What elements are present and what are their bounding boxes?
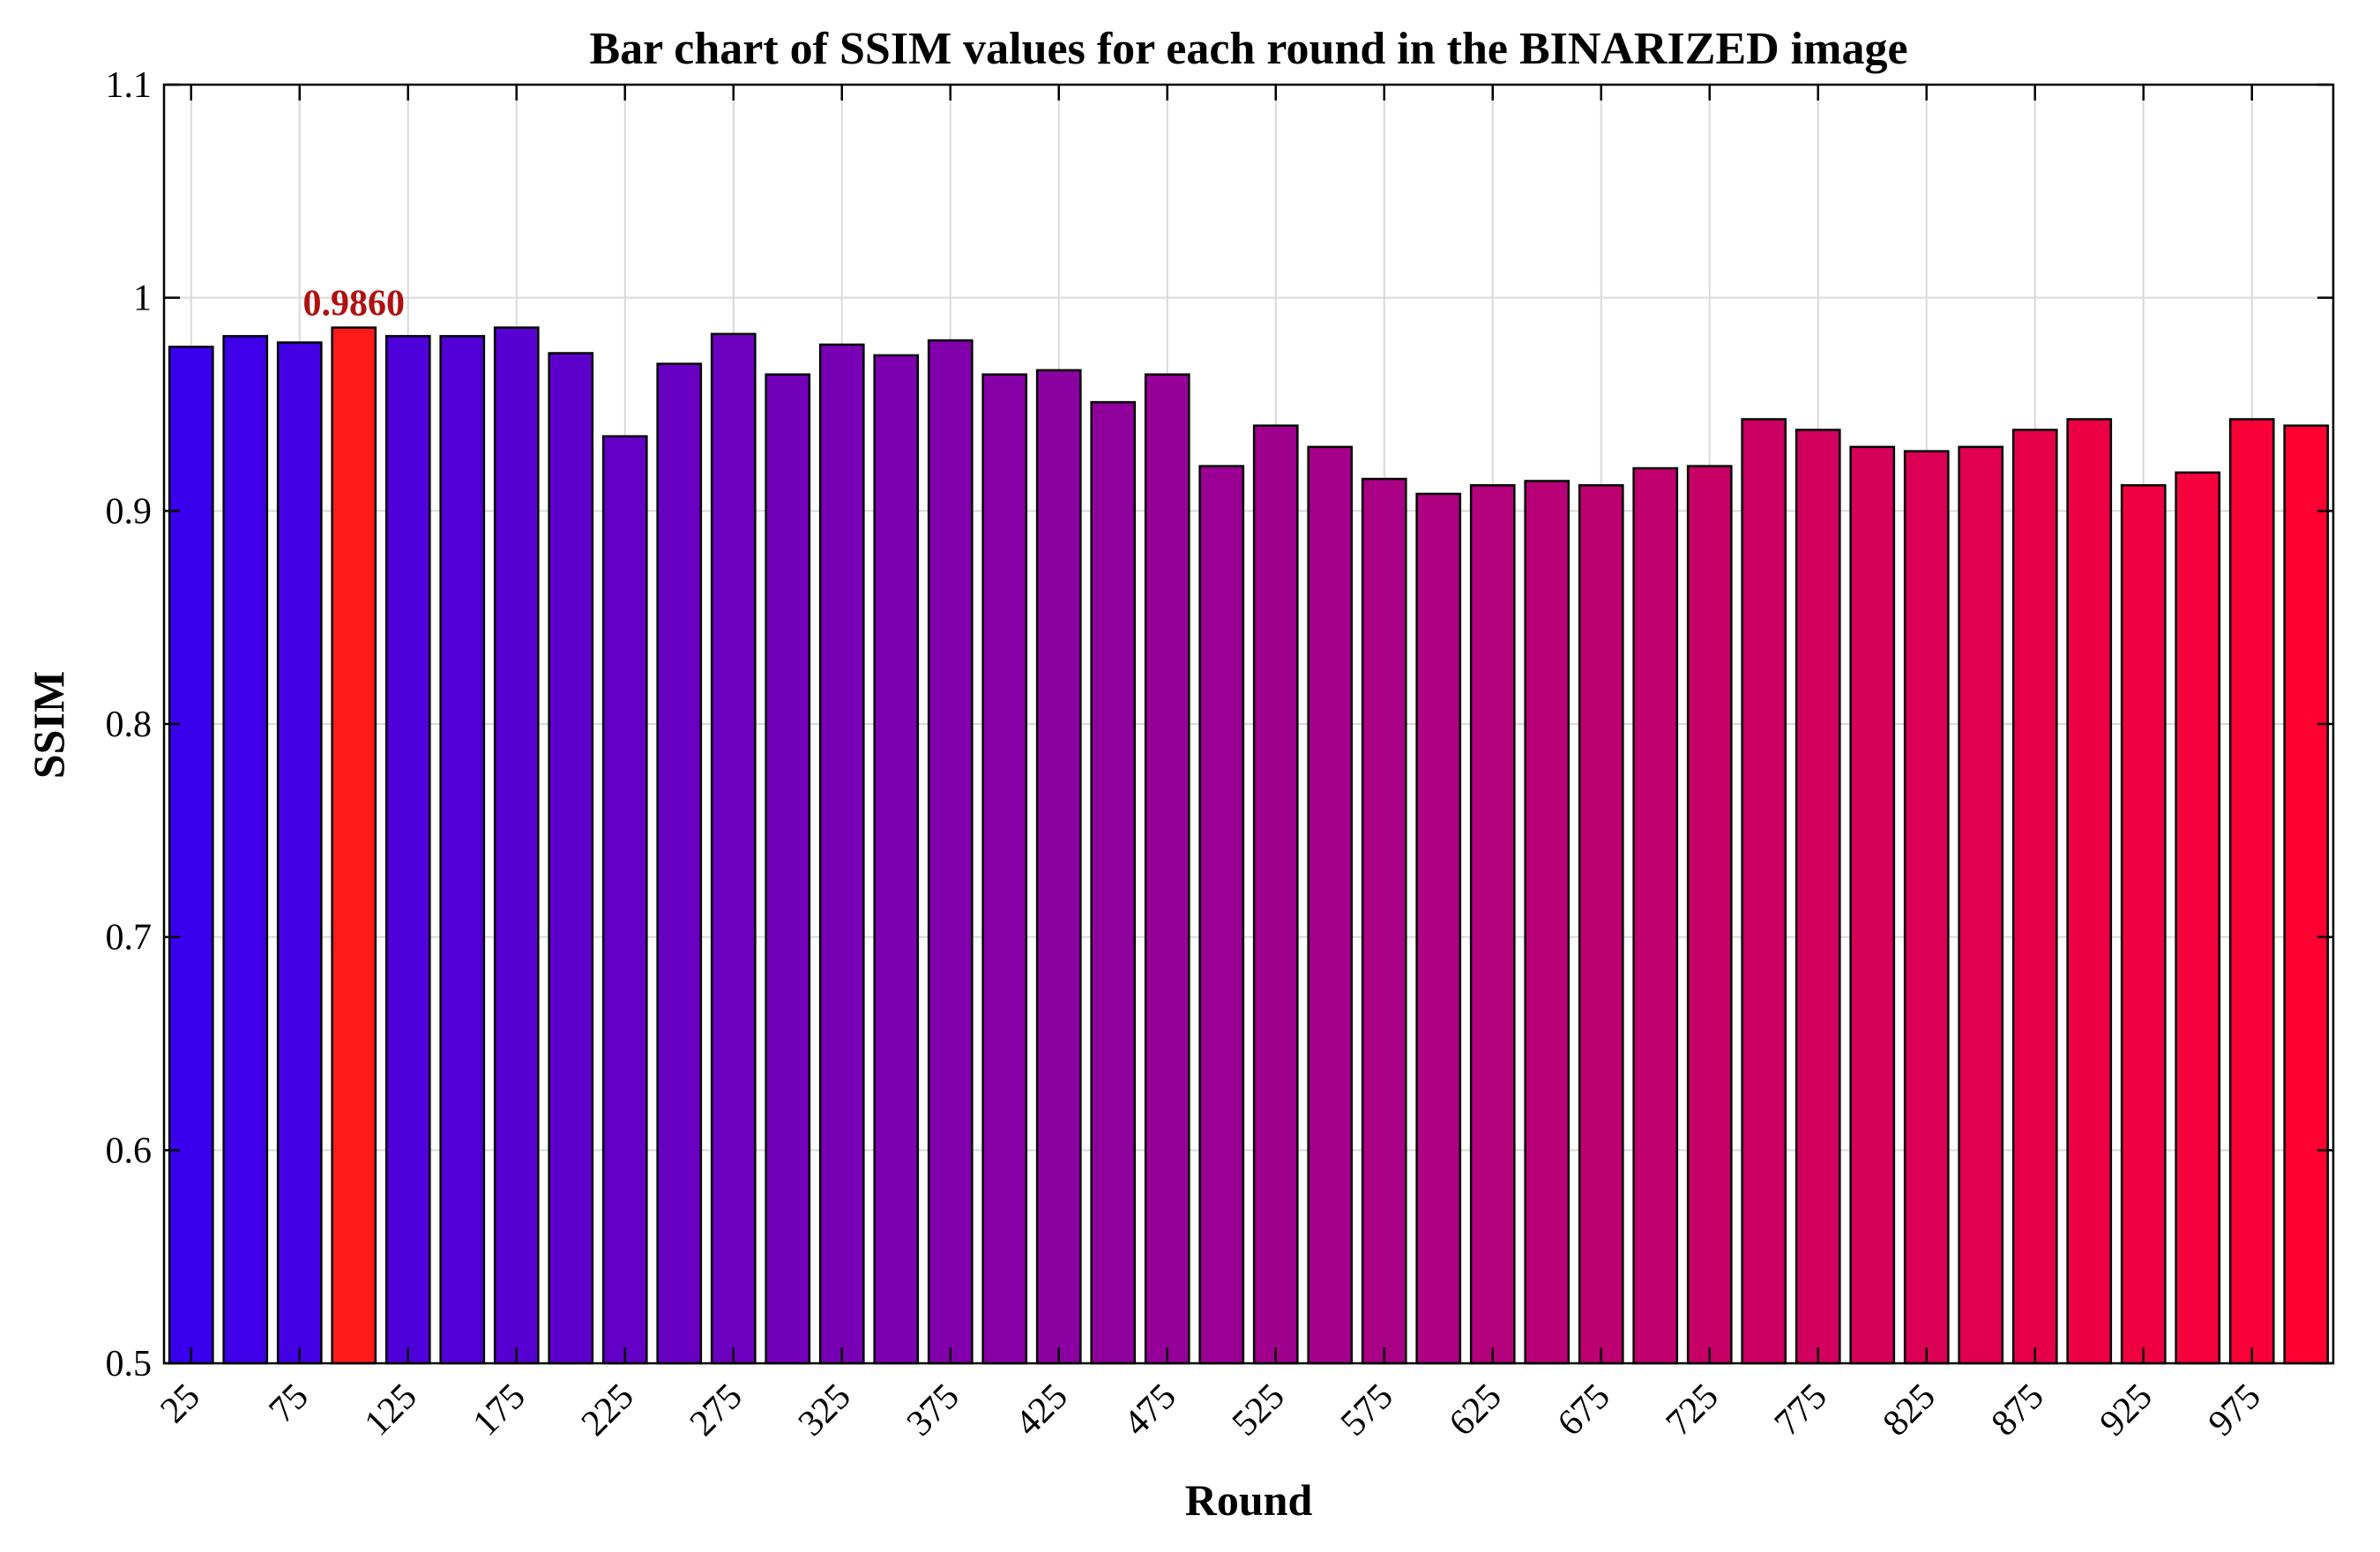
bar xyxy=(1252,424,1299,1365)
x-tick-label: 625 xyxy=(1442,1377,1510,1444)
x-tick-label: 975 xyxy=(2201,1377,2269,1444)
x-tick-label: 875 xyxy=(1984,1377,2052,1444)
x-tick-label: 375 xyxy=(899,1377,967,1444)
bar xyxy=(1958,445,2004,1365)
x-tick-label: 325 xyxy=(791,1377,859,1444)
bar xyxy=(1794,429,1841,1365)
bar xyxy=(548,352,594,1365)
bar xyxy=(1035,369,1082,1365)
bar xyxy=(439,334,486,1365)
x-tick-label: 575 xyxy=(1333,1377,1401,1444)
bar xyxy=(2120,484,2167,1365)
bar xyxy=(1307,445,1354,1365)
bar xyxy=(873,354,920,1365)
bar xyxy=(1903,450,1950,1365)
bar xyxy=(927,339,974,1365)
grid xyxy=(164,85,2333,1363)
bars xyxy=(168,326,2330,1365)
bar xyxy=(656,362,703,1365)
bar xyxy=(2066,418,2113,1365)
bar xyxy=(1849,445,1896,1365)
x-tick-label: 525 xyxy=(1225,1377,1293,1444)
bar xyxy=(765,373,811,1365)
bar xyxy=(1578,484,1624,1365)
y-tick-label: 0.7 xyxy=(106,918,153,959)
x-tick-label: 775 xyxy=(1767,1377,1835,1444)
bar xyxy=(2175,471,2221,1365)
bar xyxy=(981,373,1028,1365)
x-tick-label: 725 xyxy=(1659,1377,1727,1444)
x-tick-label: 925 xyxy=(2093,1377,2160,1444)
chart-title: Bar chart of SSIM values for each round … xyxy=(589,24,1907,74)
y-tick-label: 1 xyxy=(133,279,152,319)
bar xyxy=(710,332,757,1365)
y-tick-label: 0.5 xyxy=(106,1344,153,1384)
x-tick-label: 275 xyxy=(683,1377,750,1444)
bar xyxy=(818,343,865,1365)
bar xyxy=(2011,429,2058,1365)
x-tick-label: 175 xyxy=(466,1377,533,1444)
bar xyxy=(2283,424,2330,1365)
bar xyxy=(1686,465,1733,1365)
bar xyxy=(1469,484,1516,1365)
y-tick-label: 0.6 xyxy=(106,1130,153,1171)
bar xyxy=(331,326,377,1365)
x-axis-label: Round xyxy=(1185,1475,1313,1525)
bar xyxy=(1198,465,1245,1365)
ticks xyxy=(164,83,2333,1365)
x-tick-label: 225 xyxy=(574,1377,642,1444)
x-tick-label: 675 xyxy=(1550,1377,1618,1444)
bar xyxy=(493,326,540,1365)
bar xyxy=(1144,373,1190,1365)
x-tick-label: 825 xyxy=(1876,1377,1944,1444)
x-tick-label: 475 xyxy=(1116,1377,1184,1444)
bar xyxy=(1741,418,1787,1365)
y-tick-label: 0.8 xyxy=(106,705,153,745)
bar xyxy=(1524,480,1571,1365)
bar xyxy=(1090,400,1137,1365)
bar xyxy=(384,334,431,1365)
y-tick-label: 1.1 xyxy=(106,65,153,106)
y-axis-label: SSIM xyxy=(24,671,73,779)
bar xyxy=(1632,466,1679,1365)
x-tick-label: 125 xyxy=(357,1377,425,1444)
y-tick-label: 0.9 xyxy=(106,491,153,532)
x-tick-label: 425 xyxy=(1008,1377,1076,1444)
bar xyxy=(276,341,323,1365)
bar xyxy=(2228,418,2275,1365)
bar xyxy=(222,334,269,1365)
x-tick-label: 25 xyxy=(153,1377,208,1431)
bar xyxy=(168,346,214,1365)
data-label: 0.9860 xyxy=(303,284,406,325)
bar xyxy=(1361,477,1407,1365)
bar xyxy=(1415,492,1462,1365)
x-tick-label: 75 xyxy=(262,1377,317,1431)
bar xyxy=(601,435,648,1365)
